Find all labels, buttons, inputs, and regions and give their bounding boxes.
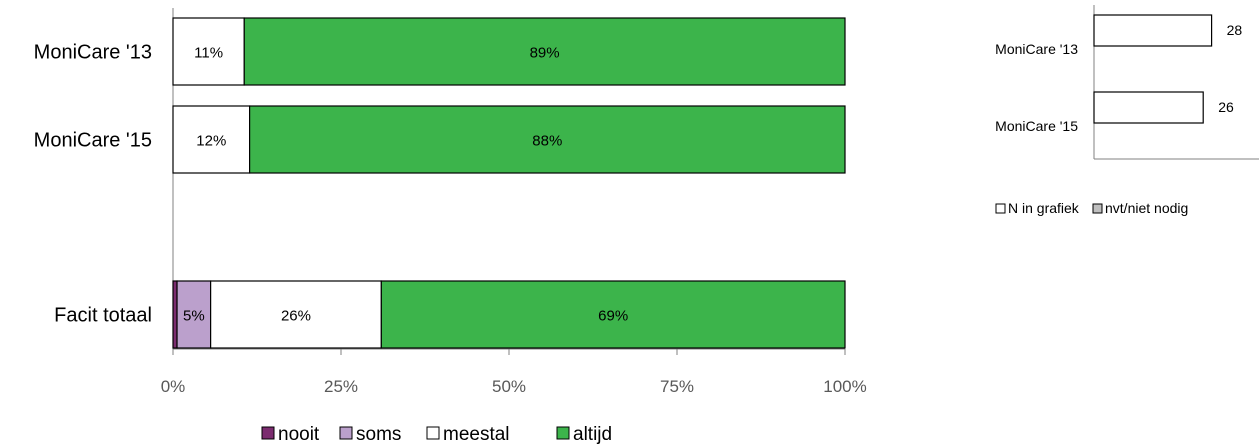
bar-altijd xyxy=(249,105,846,174)
legend-swatch xyxy=(1092,203,1103,214)
data-label: 69% xyxy=(598,308,628,325)
category-label: MoniCare '13 xyxy=(34,42,152,64)
category-label: Facit totaal xyxy=(54,305,152,327)
legend-swatch-nooit xyxy=(261,426,275,440)
main-stacked-bar-chart: 0% 25% 50% 75% 100% MoniCare '13 MoniCare '15 F… xyxy=(34,8,867,445)
legend-label-nooit: nooit xyxy=(278,424,320,445)
x-tick-label: 75% xyxy=(660,377,694,396)
data-label: 26 xyxy=(1218,99,1234,115)
legend-swatch xyxy=(995,203,1006,214)
legend: nooit soms meestal altijd xyxy=(261,424,612,445)
data-label: 5% xyxy=(183,308,205,325)
legend-swatch-altijd xyxy=(556,426,570,440)
bar-meestal xyxy=(210,280,382,349)
bar-meestal xyxy=(172,105,251,174)
legend-label: N in grafiek xyxy=(1008,200,1080,216)
bar-soms xyxy=(176,280,212,349)
bar-altijd xyxy=(380,280,846,349)
data-label: 26% xyxy=(281,308,311,325)
bar-meestal xyxy=(172,17,245,86)
category-label: MoniCare '13 xyxy=(995,41,1078,57)
legend-label-altijd: altijd xyxy=(573,424,612,445)
legend-label-soms: soms xyxy=(356,424,401,445)
bar-altijd xyxy=(243,17,846,86)
side-count-bar-chart: MoniCare '13 MoniCare '15 28 26 N in grafiek… xyxy=(995,5,1259,216)
category-label: MoniCare '15 xyxy=(995,118,1078,134)
legend-label-meestal: meestal xyxy=(443,424,510,445)
data-label: 11% xyxy=(194,45,223,62)
bar-n-in-grafiek xyxy=(1093,91,1204,124)
legend-swatch-meestal xyxy=(426,426,440,440)
data-label: 89% xyxy=(530,45,560,62)
data-label: 28 xyxy=(1227,22,1243,38)
x-tick-label: 0% xyxy=(161,377,186,396)
category-label: MoniCare '15 xyxy=(34,130,152,152)
x-tick-label: 25% xyxy=(324,377,358,396)
bar-nooit xyxy=(172,280,178,349)
bar-n-in-grafiek xyxy=(1093,14,1213,47)
data-label: 88% xyxy=(532,133,562,150)
legend-label: nvt/niet nodig xyxy=(1105,200,1188,216)
x-tick-label: 100% xyxy=(823,377,866,396)
data-label: 12% xyxy=(196,133,226,150)
x-tick-label: 50% xyxy=(492,377,526,396)
legend-swatch-soms xyxy=(339,426,353,440)
legend: N in grafiek nvt/niet nodig xyxy=(995,200,1188,216)
